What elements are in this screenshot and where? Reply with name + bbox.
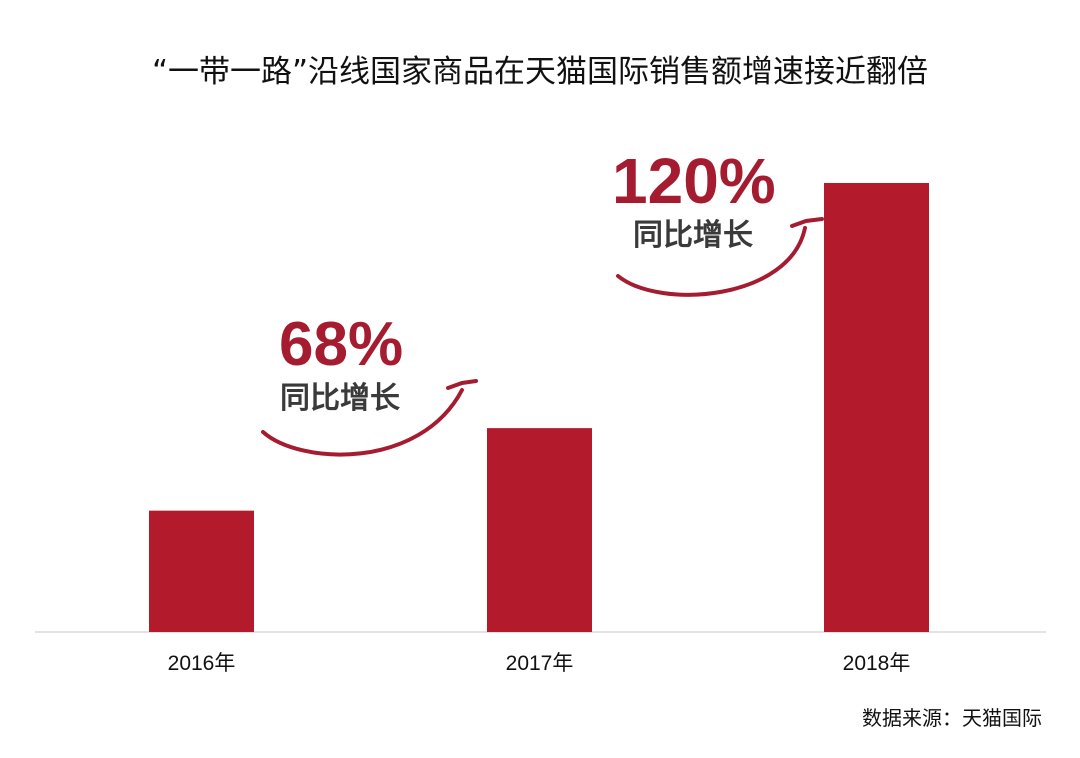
bar-2018年 — [824, 183, 929, 632]
x-tick-label: 2016年 — [168, 652, 236, 675]
x-tick-label: 2018年 — [843, 652, 911, 675]
growth-label: 同比增长 — [633, 218, 753, 253]
chart-title: “一带一路”沿线国家商品在天猫国际销售额增速接近翻倍 — [151, 54, 929, 90]
growth-label: 同比增长 — [280, 381, 400, 416]
arrow-head-icon — [446, 379, 478, 390]
growth-percent: 120% — [612, 145, 776, 217]
source-note: 数据来源：天猫国际 — [862, 706, 1042, 730]
x-tick-label: 2017年 — [506, 652, 574, 675]
arrow-head-icon — [790, 217, 824, 228]
bar-2017年 — [487, 428, 592, 632]
bar-2016年 — [149, 510, 254, 632]
curved-arrow-icon — [616, 226, 807, 297]
curved-arrow-icon — [261, 388, 464, 457]
growth-percent: 68% — [279, 310, 403, 379]
